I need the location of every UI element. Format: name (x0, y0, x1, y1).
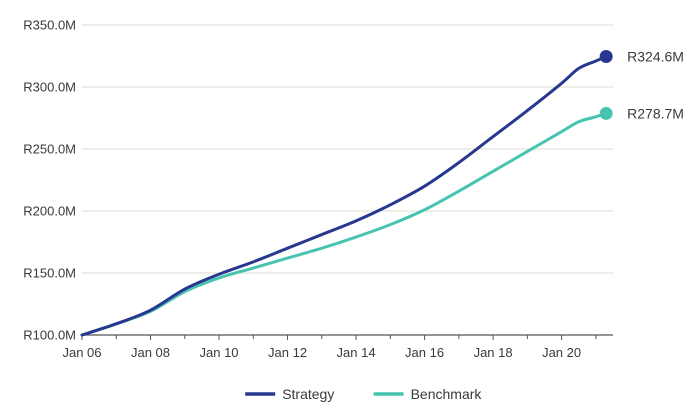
legend[interactable]: Strategy Benchmark (245, 386, 482, 402)
y-tick-label: R100.0M (23, 328, 76, 343)
legend-item-strategy[interactable]: Strategy (245, 386, 334, 402)
strategy-legend-label: Strategy (282, 386, 334, 402)
x-tick-label: Jan 18 (474, 345, 513, 360)
x-tick-label: Jan 06 (62, 345, 101, 360)
y-tick-label: R200.0M (23, 204, 76, 219)
y-tick-label: R300.0M (23, 80, 76, 95)
y-tick-label: R150.0M (23, 266, 76, 281)
benchmark-end-label: R278.7M (627, 105, 684, 121)
strategy-series-line (80, 55, 608, 337)
x-tick-label: Jan 12 (268, 345, 307, 360)
strategy-end-marker (599, 49, 613, 63)
y-axis-tick-labels: R100.0M R150.0M R200.0M R250.0M R300.0M R350.… (23, 18, 76, 343)
y-tick-label: R350.0M (23, 18, 76, 33)
benchmark-end-marker (599, 106, 613, 120)
x-tick-label: Jan 08 (131, 345, 170, 360)
x-axis-tick-labels: Jan 06 Jan 08 Jan 10 Jan 12 Jan 14 Jan 16 Jan … (62, 335, 597, 360)
strategy-end-label: R324.6M (627, 48, 684, 64)
x-tick-label: Jan 14 (337, 345, 376, 360)
series-lines: R278.7M R324.6M (80, 48, 684, 337)
legend-item-benchmark[interactable]: Benchmark (373, 386, 483, 402)
x-tick-label: Jan 20 (542, 345, 581, 360)
gridlines (82, 24, 613, 336)
benchmark-legend-label: Benchmark (411, 386, 483, 402)
x-tick-label: Jan 10 (200, 345, 239, 360)
y-tick-label: R250.0M (23, 142, 76, 157)
x-tick-label: Jan 16 (405, 345, 444, 360)
benchmark-series-line (80, 111, 608, 337)
